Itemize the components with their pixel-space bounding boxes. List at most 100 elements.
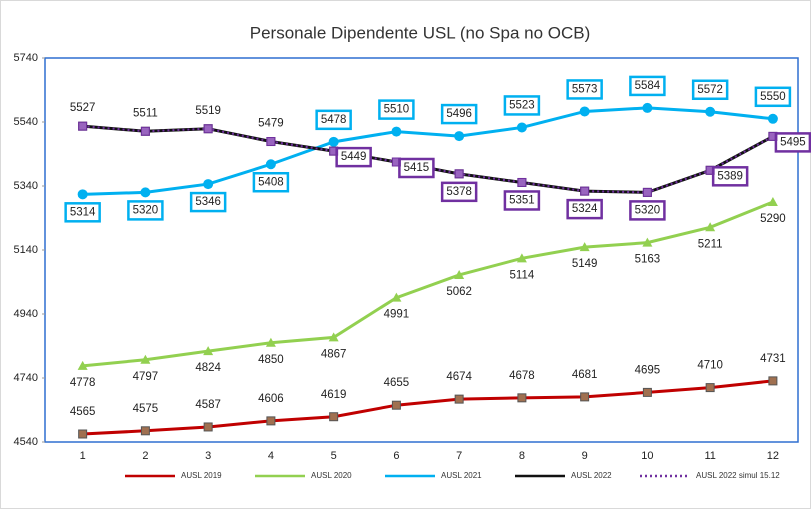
- marker: [579, 242, 590, 252]
- data-label: 4681: [572, 369, 598, 381]
- series-line: [82, 125, 774, 194]
- data-label: 5479: [258, 118, 284, 130]
- label-box: [503, 190, 541, 211]
- marker: [328, 136, 339, 147]
- marker: [140, 187, 151, 198]
- y-tick-label: 4740: [14, 372, 38, 384]
- data-label: 4867: [321, 348, 347, 360]
- data-label: 4674: [446, 371, 472, 383]
- marker: [328, 332, 339, 342]
- marker: [580, 186, 590, 196]
- data-label: 4678: [509, 370, 535, 382]
- data-label: 5478: [321, 114, 347, 126]
- marker: [391, 157, 401, 167]
- legend-label: AUSL 2022 simul 15.12: [696, 471, 780, 480]
- x-tick-label: 12: [767, 450, 779, 462]
- marker: [266, 416, 276, 426]
- data-label: 4778: [70, 377, 96, 389]
- data-label: 5149: [572, 258, 598, 270]
- data-label: 4710: [697, 360, 723, 372]
- data-label: 4619: [321, 389, 347, 401]
- label-box: [503, 95, 541, 116]
- legend-label: AUSL 2021: [441, 471, 482, 480]
- marker: [78, 121, 88, 131]
- x-tick-label: 8: [519, 450, 525, 462]
- data-label: 5320: [133, 204, 159, 216]
- marker: [329, 412, 339, 422]
- x-tick-label: 5: [331, 450, 337, 462]
- marker: [454, 169, 464, 179]
- series-line: [82, 106, 774, 196]
- marker: [140, 426, 150, 436]
- label-box: [398, 157, 435, 179]
- marker: [454, 394, 464, 404]
- data-label: 5523: [509, 99, 535, 111]
- data-label: 5584: [635, 80, 661, 92]
- marker: [77, 360, 88, 370]
- label-box: [127, 200, 164, 221]
- data-label: 5378: [446, 186, 472, 198]
- data-label: 4565: [70, 406, 96, 418]
- marker: [705, 106, 716, 117]
- marker: [767, 113, 778, 124]
- label-box: [774, 132, 811, 153]
- marker: [391, 292, 402, 302]
- label-box: [566, 79, 603, 100]
- marker: [391, 126, 402, 137]
- data-label: 4606: [258, 393, 284, 405]
- data-label: 4797: [133, 371, 159, 383]
- marker: [768, 131, 778, 141]
- marker: [580, 392, 590, 402]
- legend-label: AUSL 2022: [571, 471, 612, 480]
- x-tick-label: 3: [205, 450, 211, 462]
- data-label: 4575: [133, 403, 159, 415]
- data-label: 4824: [195, 362, 221, 374]
- marker: [203, 346, 214, 356]
- series-line: [82, 200, 774, 368]
- y-tick-label: 5140: [14, 244, 38, 256]
- x-tick-label: 6: [393, 450, 399, 462]
- label-box: [378, 99, 415, 120]
- marker: [705, 222, 716, 232]
- data-label: 5449: [341, 151, 367, 163]
- x-tick-label: 2: [142, 450, 148, 462]
- label-box: [691, 79, 729, 101]
- marker: [140, 354, 151, 364]
- data-label: 5572: [697, 84, 723, 96]
- marker: [642, 187, 652, 197]
- marker: [203, 179, 214, 190]
- marker: [642, 102, 653, 113]
- x-tick-label: 4: [268, 450, 274, 462]
- label-box: [440, 181, 478, 203]
- label-box: [440, 103, 478, 125]
- x-tick-label: 10: [641, 450, 653, 462]
- data-label: 5389: [717, 170, 743, 182]
- x-tick-label: 9: [582, 450, 588, 462]
- marker: [642, 237, 653, 247]
- data-label: 5495: [780, 136, 806, 148]
- marker: [768, 376, 778, 386]
- x-tick-label: 1: [80, 450, 86, 462]
- data-label: 5573: [572, 83, 598, 95]
- marker: [329, 146, 339, 156]
- chart-title: Personale Dipendente USL (no Spa no OCB): [250, 23, 591, 42]
- label-box: [315, 109, 352, 131]
- data-label: 5114: [510, 269, 535, 281]
- x-tick-label: 11: [704, 450, 715, 462]
- marker: [203, 422, 213, 432]
- data-label: 4731: [760, 353, 786, 365]
- data-label: 5346: [195, 196, 221, 208]
- marker: [579, 106, 590, 117]
- data-label: 5314: [70, 206, 96, 218]
- data-label: 5511: [133, 107, 158, 119]
- marker: [391, 400, 401, 410]
- legend-label: AUSL 2020: [311, 471, 352, 480]
- data-label: 5351: [509, 195, 535, 207]
- y-tick-label: 5740: [14, 52, 38, 64]
- marker: [265, 159, 276, 170]
- marker: [705, 383, 715, 393]
- marker: [705, 165, 715, 175]
- y-tick-label: 4540: [14, 436, 38, 448]
- data-label: 4991: [384, 309, 410, 321]
